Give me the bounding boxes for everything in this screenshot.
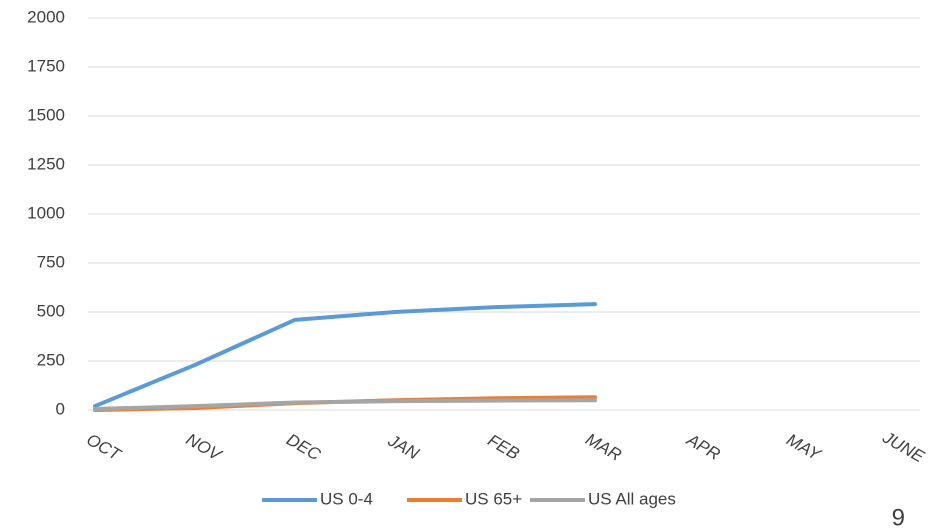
y-tick-label: 1000 bbox=[27, 203, 65, 222]
legend-label: US 0-4 bbox=[320, 489, 373, 508]
series-line bbox=[93, 302, 597, 409]
y-tick-label: 250 bbox=[37, 350, 65, 369]
y-tick-label: 1750 bbox=[27, 56, 65, 75]
slide-number: 9 bbox=[892, 504, 905, 531]
x-tick-label: JAN bbox=[384, 430, 423, 463]
x-tick-label: APR bbox=[683, 430, 724, 464]
legend-label: US 65+ bbox=[465, 489, 522, 508]
series-line bbox=[93, 398, 597, 412]
x-tick-label: MAR bbox=[582, 429, 624, 464]
y-tick-label: 0 bbox=[56, 399, 65, 418]
x-tick-label: JUNE bbox=[879, 427, 928, 466]
x-tick-label: FEB bbox=[484, 431, 522, 464]
x-tick-label: MAY bbox=[783, 430, 825, 465]
legend-label: US All ages bbox=[588, 489, 676, 508]
y-tick-label: 2000 bbox=[27, 7, 65, 26]
x-tick-label: DEC bbox=[283, 430, 324, 465]
y-tick-label: 1250 bbox=[27, 154, 65, 173]
y-tick-label: 750 bbox=[37, 252, 65, 271]
x-tick-label: NOV bbox=[183, 430, 226, 466]
y-tick-label: 500 bbox=[37, 301, 65, 320]
x-tick-label: OCT bbox=[83, 430, 125, 465]
y-tick-label: 1500 bbox=[27, 105, 65, 124]
